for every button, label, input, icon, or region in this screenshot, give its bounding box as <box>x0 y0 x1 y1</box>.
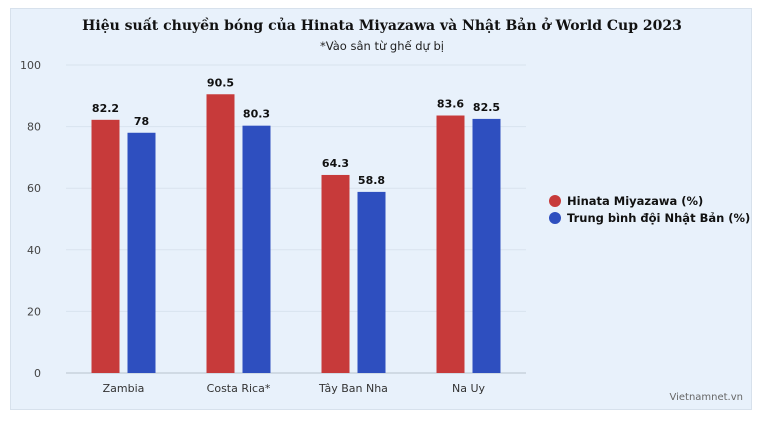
bar-hinata[interactable] <box>436 115 465 374</box>
legend: Hinata Miyazawa (%) Trung bình đội Nhật … <box>549 192 750 226</box>
y-tick-label: 40 <box>27 244 41 257</box>
legend-marker-hinata <box>549 194 561 207</box>
data-label-team: 58.8 <box>358 174 385 187</box>
chart-subtitle: *Vào sân từ ghế dự bị <box>320 39 444 53</box>
x-category-label: Na Uy <box>452 382 486 395</box>
bars: 82.2 78 90.5 80.3 64.3 58.8 83.6 82.5 <box>91 76 501 374</box>
source-credit: Vietnamnet.vn <box>669 392 743 403</box>
data-label-team: 80.3 <box>243 108 270 121</box>
legend-label-hinata: Hinata Miyazawa (%) <box>567 193 704 208</box>
x-category-label: Zambia <box>103 382 145 395</box>
legend-label-team: Trung bình đội Nhật Bản (%) <box>567 210 751 225</box>
chart-title: Hiệu suất chuyền bóng của Hinata Miyazaw… <box>82 18 682 34</box>
bar-hinata[interactable] <box>91 119 120 373</box>
legend-item-hinata[interactable]: Hinata Miyazawa (%) <box>549 192 750 209</box>
bar-team[interactable] <box>357 191 386 373</box>
y-tick-label: 80 <box>27 121 41 134</box>
data-label-hinata: 90.5 <box>207 76 234 89</box>
bar-hinata[interactable] <box>206 94 235 373</box>
legend-marker-team <box>549 211 561 224</box>
chart-frame: Hiệu suất chuyền bóng của Hinata Miyazaw… <box>10 8 752 410</box>
x-axis-categories: Zambia Costa Rica* Tây Ban Nha Na Uy <box>103 382 486 395</box>
x-category-label: Costa Rica* <box>207 382 271 395</box>
data-label-team: 78 <box>134 115 149 128</box>
y-tick-label: 0 <box>34 367 41 380</box>
y-tick-label: 60 <box>27 182 41 195</box>
data-label-hinata: 64.3 <box>322 157 349 170</box>
x-category-label: Tây Ban Nha <box>318 382 388 395</box>
data-label-team: 82.5 <box>473 101 500 114</box>
legend-item-team[interactable]: Trung bình đội Nhật Bản (%) <box>549 209 750 226</box>
data-label-hinata: 82.2 <box>92 102 119 115</box>
y-axis-ticks: 0 20 40 60 80 100 <box>20 59 41 380</box>
bar-team[interactable] <box>127 132 156 373</box>
bar-team[interactable] <box>242 125 271 374</box>
y-tick-label: 20 <box>27 305 41 318</box>
bar-hinata[interactable] <box>321 174 350 373</box>
y-tick-label: 100 <box>20 59 41 72</box>
data-label-hinata: 83.6 <box>437 98 464 111</box>
bar-team[interactable] <box>472 118 501 374</box>
